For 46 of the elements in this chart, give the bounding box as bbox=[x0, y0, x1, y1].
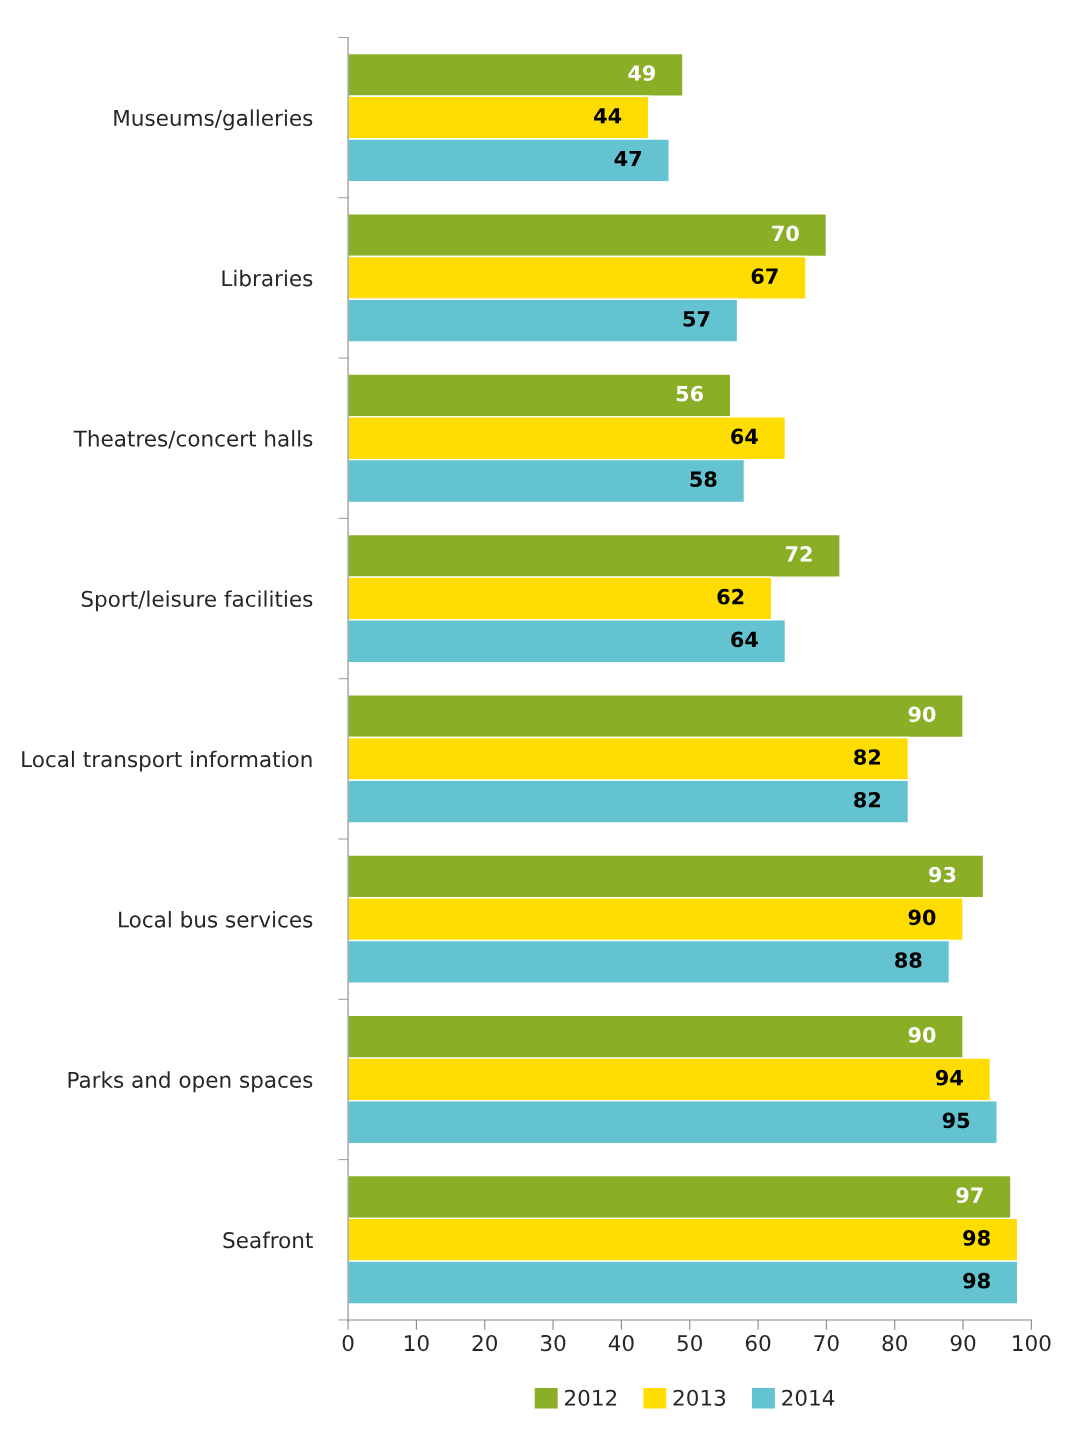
data-label: 90 bbox=[908, 706, 936, 723]
x-tick-label: 70 bbox=[814, 1334, 839, 1352]
y-tick-label: Sport/leisure facilities bbox=[81, 590, 313, 612]
data-label: 82 bbox=[854, 749, 881, 765]
data-label: 90 bbox=[908, 1027, 936, 1043]
data-label: 94 bbox=[935, 1069, 963, 1086]
x-tick-label: 30 bbox=[541, 1334, 566, 1352]
data-label: 98 bbox=[963, 1272, 990, 1289]
x-tick-label: 40 bbox=[608, 1334, 634, 1352]
y-tick-label: Local bus services bbox=[119, 911, 313, 928]
data-label: 44 bbox=[594, 108, 622, 124]
data-label: 64 bbox=[731, 631, 758, 648]
x-tick-label: 80 bbox=[882, 1334, 907, 1352]
data-label: 93 bbox=[929, 866, 956, 883]
data-label: 88 bbox=[895, 952, 922, 968]
x-tick-label: 0 bbox=[342, 1334, 354, 1352]
data-label: 62 bbox=[717, 588, 744, 605]
y-tick-label: Parks and open spaces bbox=[68, 1071, 313, 1093]
data-label: 47 bbox=[614, 150, 641, 167]
data-label: 58 bbox=[690, 471, 717, 488]
data-label: 67 bbox=[751, 268, 778, 284]
x-tick-label: 20 bbox=[472, 1334, 497, 1352]
y-tick-label: Libraries bbox=[222, 269, 313, 287]
data-label: 90 bbox=[908, 909, 936, 926]
data-label: 49 bbox=[628, 65, 655, 81]
x-tick-label: 90 bbox=[950, 1334, 976, 1352]
data-label: 95 bbox=[942, 1112, 970, 1129]
x-tick-label: 50 bbox=[677, 1334, 702, 1352]
y-tick-label: Museums/galleries bbox=[114, 109, 313, 131]
data-label: 64 bbox=[731, 428, 758, 445]
legend-label: 2013 bbox=[673, 1389, 726, 1406]
data-label: 70 bbox=[772, 225, 799, 242]
y-tick-label: Theatres/concert halls bbox=[73, 430, 313, 449]
y-tick-label: Local transport information bbox=[22, 750, 312, 772]
data-label: 56 bbox=[676, 385, 704, 402]
data-label: 97 bbox=[956, 1187, 983, 1204]
data-label: 98 bbox=[963, 1230, 990, 1246]
legend-label: 2012 bbox=[565, 1389, 617, 1406]
legend-label: 2014 bbox=[782, 1389, 835, 1406]
x-tick-label: 60 bbox=[745, 1334, 771, 1352]
data-label: 82 bbox=[854, 791, 881, 808]
data-label: 72 bbox=[785, 546, 812, 562]
data-label: 57 bbox=[683, 311, 710, 327]
y-tick-label: Seafront bbox=[223, 1231, 313, 1249]
x-tick-label: 10 bbox=[405, 1334, 429, 1352]
x-tick-label: 100 bbox=[1013, 1334, 1051, 1352]
